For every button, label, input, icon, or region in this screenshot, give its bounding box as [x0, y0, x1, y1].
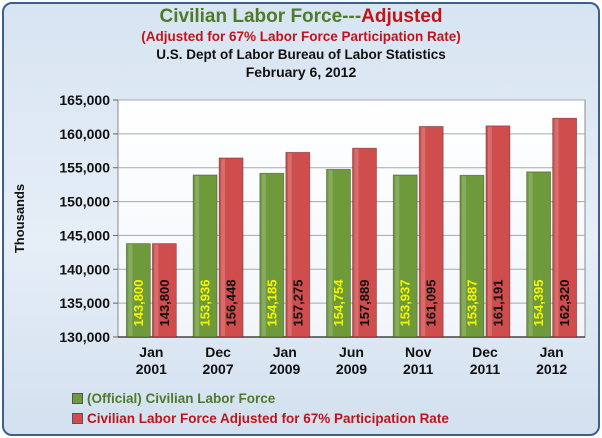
bar-adjusted-shade [221, 158, 226, 336]
x-tick-label: 2011 [470, 361, 501, 377]
bar-official-shade [128, 244, 133, 336]
data-label-adjusted: 143,800 [157, 280, 172, 327]
bar-adjusted-shade [487, 126, 492, 336]
bar-official [459, 174, 485, 338]
bar-official-shade [328, 170, 333, 336]
x-tick-label: 2011 [403, 361, 434, 377]
bar-official [326, 168, 351, 338]
chart-source: U.S. Dept of Labor Bureau of Labor Stati… [156, 47, 446, 62]
bar-adjusted-shade [287, 153, 292, 336]
bar-official-shade [261, 174, 266, 336]
bar-adjusted [151, 243, 177, 338]
data-label-adjusted: 162,320 [557, 280, 572, 327]
chart-title: Civilian Labor Force---Adjusted [4, 6, 598, 28]
y-axis-title: Thousands [12, 184, 27, 253]
bar-adjusted [552, 117, 578, 338]
x-tick-label: Jan [139, 344, 163, 360]
x-tick-label: Jan [273, 344, 297, 360]
bar-adjusted [285, 151, 311, 338]
bar-adjusted [418, 126, 444, 338]
legend-item-adjusted: Civilian Labor Force Adjusted for 67% Pa… [72, 408, 449, 428]
y-tick-label: 140,000 [59, 261, 110, 277]
data-label-adjusted: 157,275 [290, 280, 305, 327]
bar-official-shade [395, 175, 400, 336]
title-part-green: Civilian Labor Force--- [159, 6, 362, 27]
y-tick-label: 135,000 [59, 295, 110, 311]
bar-official-shade [461, 176, 466, 336]
bar-official [526, 171, 552, 338]
title-part-red: Adjusted [361, 6, 443, 27]
data-label-official: 154,185 [264, 280, 279, 327]
data-label-adjusted: 157,889 [357, 280, 372, 327]
data-label-official: 143,800 [131, 280, 146, 327]
chart-titles: Civilian Labor Force---Adjusted (Adjuste… [4, 6, 598, 81]
bar-adjusted-shade [554, 119, 559, 336]
y-tick-label: 145,000 [59, 227, 110, 243]
bar-official [192, 174, 218, 338]
bar-official [392, 174, 418, 338]
legend-label-adjusted: Civilian Labor Force Adjusted for 67% Pa… [87, 410, 449, 426]
x-tick-label: 2009 [336, 361, 367, 377]
data-label-official: 153,887 [464, 280, 479, 327]
y-tick-label: 155,000 [59, 160, 110, 176]
data-label-official: 154,754 [331, 279, 346, 327]
data-label-adjusted: 156,448 [224, 280, 239, 327]
legend-label-official: (Official) Civilian Labor Force [87, 390, 276, 406]
chart-date: February 6, 2012 [245, 64, 357, 80]
x-tick-label: Jan [540, 344, 564, 360]
bar-adjusted-shade [354, 149, 359, 336]
x-tick-label: 2012 [536, 361, 567, 377]
plot-area [117, 99, 586, 338]
y-tick-label: 165,000 [59, 92, 110, 108]
data-label-official: 154,395 [531, 280, 546, 327]
legend-swatch-adjusted [72, 412, 83, 424]
bar-adjusted [485, 125, 511, 338]
y-tick-label: 150,000 [59, 194, 110, 210]
chart-subtitle: (Adjusted for 67% Labor Force Participat… [141, 29, 461, 44]
x-tick-label: 2001 [136, 361, 167, 377]
bar-official-shade [195, 175, 200, 336]
bar-adjusted [352, 147, 377, 338]
bar-official [125, 243, 151, 338]
legend: (Official) Civilian Labor Force Civilian… [72, 388, 449, 428]
x-tick-label: 2007 [202, 361, 233, 377]
bar-official-shade [528, 172, 533, 336]
x-tick-label: Dec [205, 344, 231, 360]
bar-adjusted [218, 157, 244, 338]
x-tick-label: 2009 [269, 361, 300, 377]
bar-adjusted-shade [421, 127, 426, 336]
x-tick-label: Dec [472, 344, 498, 360]
bar-official [259, 172, 285, 338]
data-label-adjusted: 161,191 [490, 280, 505, 327]
data-label-official: 153,936 [198, 280, 213, 327]
bar-adjusted-shade [154, 244, 159, 336]
y-tick-label: 130,000 [59, 329, 110, 345]
data-label-adjusted: 161,095 [424, 280, 439, 327]
x-tick-label: Jun [339, 344, 364, 360]
y-tick-label: 160,000 [59, 126, 110, 142]
data-label-official: 153,937 [398, 280, 413, 327]
legend-swatch-official [72, 392, 83, 404]
legend-item-official: (Official) Civilian Labor Force [72, 388, 449, 408]
x-tick-label: Nov [405, 344, 432, 360]
